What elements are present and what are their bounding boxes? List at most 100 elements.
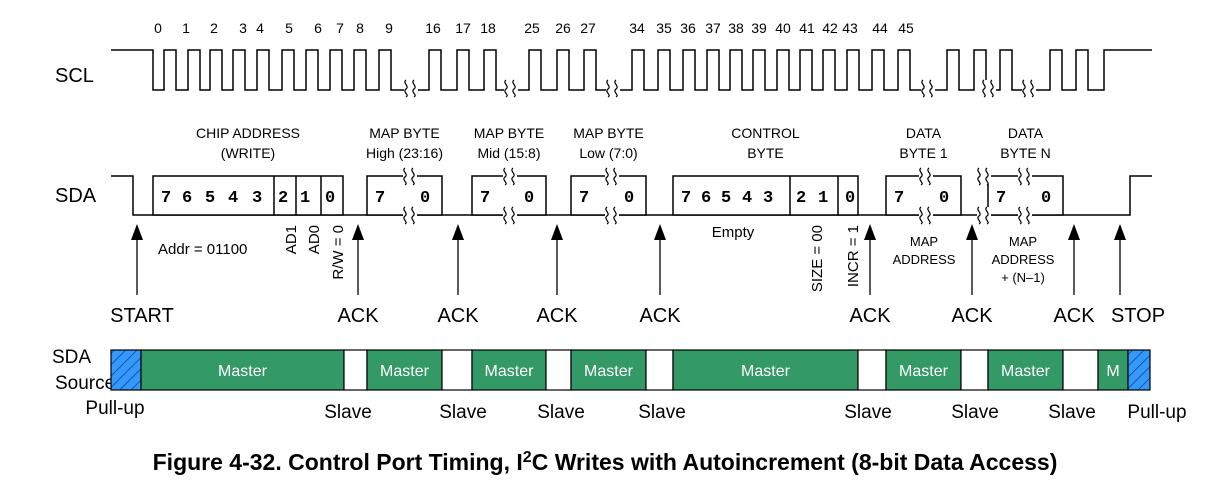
clock-cycle-label: 8 bbox=[356, 20, 364, 36]
bit-label: 7 bbox=[894, 189, 904, 208]
clock-cycle-label: 39 bbox=[751, 20, 767, 36]
break-mask bbox=[982, 80, 996, 96]
clock-cycle-label: 2 bbox=[210, 20, 218, 36]
bit-label: 4 bbox=[742, 189, 752, 208]
break-icon bbox=[977, 167, 989, 186]
break-mask bbox=[503, 168, 517, 184]
break-icon bbox=[403, 206, 415, 225]
bit-label: 0 bbox=[624, 189, 634, 208]
rw-annotation: R/W = 0 bbox=[330, 225, 347, 280]
scl-label: SCL bbox=[55, 65, 94, 87]
slave-segment bbox=[857, 349, 887, 391]
break-icon bbox=[605, 167, 617, 186]
byte-header: DATA bbox=[906, 125, 942, 141]
pullup-segment bbox=[110, 349, 142, 391]
slave-segment bbox=[441, 349, 473, 391]
bit-label: 3 bbox=[763, 189, 773, 208]
slave-label: Slave bbox=[1048, 402, 1096, 423]
ack-label: ACK bbox=[536, 305, 578, 327]
break-mask bbox=[403, 168, 417, 184]
clock-cycle-label: 1 bbox=[182, 20, 190, 36]
break-mask bbox=[977, 207, 991, 223]
map-address-n-annotation: + (N–1) bbox=[1001, 270, 1045, 285]
master-segment bbox=[471, 349, 547, 391]
break-icon bbox=[1018, 167, 1030, 186]
bit-label: 3 bbox=[252, 189, 262, 208]
bit-label: 2 bbox=[796, 189, 806, 208]
pullup-label: Pull-up bbox=[1127, 402, 1186, 423]
bit-label: 6 bbox=[701, 189, 711, 208]
pullup-label: Pull-up bbox=[85, 398, 144, 419]
arrow-up-icon bbox=[864, 224, 876, 240]
bit-label: 6 bbox=[182, 189, 192, 208]
bit-label: 0 bbox=[845, 189, 855, 208]
clock-cycle-label: 7 bbox=[336, 20, 344, 36]
master-segment bbox=[570, 349, 647, 391]
slave-label: Slave bbox=[638, 402, 686, 423]
clock-cycle-label: 17 bbox=[455, 20, 471, 36]
break-mask bbox=[503, 207, 517, 223]
map-address-annotation: MAP bbox=[910, 234, 938, 249]
bit-label: 0 bbox=[325, 189, 335, 208]
clock-cycle-label: 38 bbox=[728, 20, 744, 36]
master-segment bbox=[140, 349, 345, 391]
break-icon bbox=[919, 167, 931, 186]
master-label: Master bbox=[899, 363, 949, 380]
slave-label: Slave bbox=[844, 402, 892, 423]
clock-cycle-label: 0 bbox=[154, 20, 162, 36]
ad1-annotation: AD1 bbox=[283, 225, 300, 254]
bit-label: 7 bbox=[681, 189, 691, 208]
clock-cycle-label: 44 bbox=[872, 20, 888, 36]
break-mask bbox=[1018, 168, 1032, 184]
figure-caption: Figure 4-32. Control Port Timing, I2C Wr… bbox=[153, 449, 1058, 475]
clock-cycle-label: 36 bbox=[680, 20, 696, 36]
break-mask bbox=[919, 168, 933, 184]
break-mask bbox=[504, 80, 518, 96]
address-annotation: Addr = 01100 bbox=[158, 241, 247, 258]
break-icon bbox=[503, 206, 515, 225]
master-label: Master bbox=[380, 363, 430, 380]
ad0-annotation: AD0 bbox=[306, 225, 323, 254]
arrow-up-icon bbox=[1114, 224, 1126, 240]
clock-cycle-label: 41 bbox=[799, 20, 815, 36]
ack-label: ACK bbox=[951, 305, 993, 327]
clock-cycle-label: 43 bbox=[842, 20, 858, 36]
bit-label: 0 bbox=[1041, 189, 1051, 208]
arrow-up-icon bbox=[1068, 224, 1080, 240]
break-mask bbox=[919, 207, 933, 223]
arrow-up-icon bbox=[452, 224, 464, 240]
clock-cycle-label: 18 bbox=[480, 20, 496, 36]
clock-cycle-label: 37 bbox=[705, 20, 721, 36]
bit-label: 7 bbox=[161, 189, 171, 208]
map-address-n-annotation: ADDRESS bbox=[992, 252, 1055, 267]
break-mask bbox=[606, 80, 620, 96]
master-segment bbox=[885, 349, 962, 391]
bit-label: 0 bbox=[420, 189, 430, 208]
byte-header: CHIP ADDRESS bbox=[196, 125, 300, 141]
bit-label: 7 bbox=[996, 189, 1006, 208]
clock-cycle-label: 9 bbox=[385, 20, 393, 36]
clock-cycle-label: 40 bbox=[775, 20, 791, 36]
ack-label: ACK bbox=[337, 305, 379, 327]
master-label: Master bbox=[1001, 363, 1051, 380]
slave-segment bbox=[343, 349, 368, 391]
master-segment bbox=[987, 349, 1064, 391]
break-icon bbox=[606, 79, 618, 98]
scl-signal-line bbox=[111, 49, 1152, 91]
break-mask bbox=[605, 168, 619, 184]
byte-header: CONTROL bbox=[731, 125, 800, 141]
clock-cycle-label: 34 bbox=[629, 20, 645, 36]
bit-label: 4 bbox=[228, 189, 238, 208]
sda-byte-frame: 7 6 5 4 3 2 1 0 CONTROL BYTE bbox=[672, 125, 859, 216]
arrow-up-icon bbox=[966, 224, 978, 240]
slave-label: Slave bbox=[324, 402, 372, 423]
break-icon bbox=[403, 167, 415, 186]
start-label: START bbox=[110, 305, 174, 327]
bit-label: 5 bbox=[205, 189, 215, 208]
clock-cycle-label: 35 bbox=[656, 20, 672, 36]
break-mask bbox=[404, 80, 418, 96]
byte-header: MAP BYTE bbox=[573, 125, 644, 141]
break-icon bbox=[921, 79, 933, 98]
break-icon bbox=[982, 79, 994, 98]
